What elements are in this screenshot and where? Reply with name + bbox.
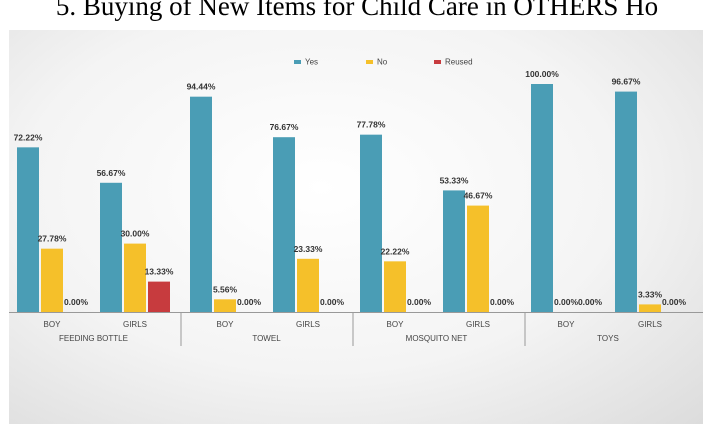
x-tick-label: BOY — [387, 320, 405, 329]
legend-label-no: No — [377, 58, 388, 67]
data-label: 100.00% — [525, 69, 559, 79]
data-label: 72.22% — [14, 132, 43, 142]
bar-feeding-bottle-boy-no — [41, 248, 63, 312]
data-label: 0.00% — [554, 297, 579, 307]
data-label: 0.00% — [578, 297, 603, 307]
data-label: 0.00% — [64, 297, 89, 307]
data-label: 77.78% — [357, 120, 386, 130]
bar-feeding-bottle-girls-no — [124, 243, 146, 312]
bar-toys-boy-yes — [531, 84, 553, 312]
bar-towel-girls-yes — [273, 137, 295, 312]
page-title: 5. Buying of New Items for Child Care in… — [55, 0, 659, 21]
data-label: 13.33% — [145, 267, 174, 277]
bar-towel-girls-no — [297, 258, 319, 312]
x-tick-label: BOY — [217, 320, 235, 329]
x-group-label: MOSQUITO NET — [406, 334, 468, 343]
bar-mosquito-net-girls-yes — [443, 190, 465, 312]
bar-feeding-bottle-girls-yes — [100, 182, 122, 312]
data-label: 0.00% — [662, 297, 687, 307]
bar-feeding-bottle-boy-yes — [17, 147, 39, 312]
data-label: 0.00% — [490, 297, 515, 307]
x-tick-label: BOY — [558, 320, 576, 329]
x-group-label: TOWEL — [252, 334, 281, 343]
data-label: 53.33% — [440, 175, 469, 185]
bar-mosquito-net-girls-no — [467, 205, 489, 312]
data-label: 96.67% — [612, 77, 641, 87]
bar-feeding-bottle-girls-reused — [148, 281, 170, 312]
data-label: 30.00% — [121, 229, 150, 239]
data-label: 22.22% — [381, 246, 410, 256]
data-label: 23.33% — [294, 244, 323, 254]
data-label: 3.33% — [638, 289, 663, 299]
bar-mosquito-net-boy-no — [384, 261, 406, 312]
data-label: 94.44% — [187, 82, 216, 92]
x-tick-label: BOY — [44, 320, 62, 329]
data-label: 0.00% — [320, 297, 345, 307]
legend-label-yes: Yes — [305, 58, 318, 67]
data-label: 56.67% — [97, 168, 126, 178]
x-group-label: FEEDING BOTTLE — [59, 334, 128, 343]
bar-toys-girls-yes — [615, 91, 637, 312]
bar-towel-boy-yes — [190, 96, 212, 312]
bar-toys-girls-no — [639, 304, 661, 312]
legend-label-reused: Reused — [445, 58, 473, 67]
data-label: 27.78% — [38, 234, 67, 244]
data-label: 0.00% — [407, 297, 432, 307]
data-label: 76.67% — [270, 122, 299, 132]
x-tick-label: GIRLS — [466, 320, 490, 329]
data-label: 5.56% — [213, 284, 238, 294]
x-tick-label: GIRLS — [123, 320, 147, 329]
x-tick-label: GIRLS — [638, 320, 662, 329]
legend-swatch-no — [366, 60, 373, 64]
data-label: 46.67% — [464, 191, 493, 201]
data-label: 0.00% — [237, 297, 262, 307]
legend-swatch-reused — [434, 60, 441, 64]
x-group-label: TOYS — [597, 334, 619, 343]
chart-area: Yes No Reused 72.22% 27.78% 0.00% BOY 56.67% 30.… — [9, 30, 703, 424]
grouped-bar-chart: Yes No Reused 72.22% 27.78% 0.00% BOY 56.67% 30.… — [9, 58, 703, 346]
bar-mosquito-net-boy-yes — [360, 134, 382, 312]
legend-swatch-yes — [294, 60, 301, 64]
x-tick-label: GIRLS — [296, 320, 320, 329]
bar-towel-boy-no — [214, 299, 236, 312]
